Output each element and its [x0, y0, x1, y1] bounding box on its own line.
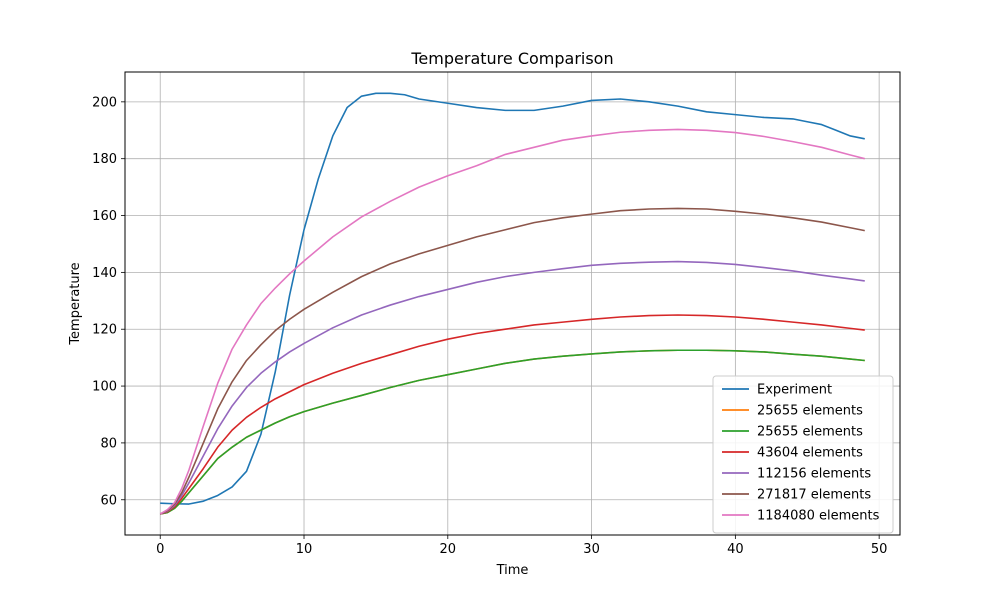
legend-label: 1184080 elements: [757, 509, 880, 524]
x-tick-label: 20: [440, 542, 457, 557]
y-tick-label: 200: [92, 95, 117, 110]
series-line-5: [159, 207, 865, 515]
legend-label: 25655 elements: [757, 425, 863, 440]
y-tick-label: 60: [100, 493, 117, 508]
x-tick-label: 40: [727, 542, 744, 557]
legend: Experiment 25655 elements 25655 elements 43…: [712, 375, 894, 534]
y-tick-label: 80: [100, 436, 117, 451]
grid-layer: [125, 72, 900, 535]
legend-label: Experiment: [757, 383, 832, 398]
y-tick-label: 100: [92, 380, 117, 395]
series-line-3: [159, 314, 865, 515]
x-tick-label: 50: [871, 542, 888, 557]
tick-layer: 0 10 20 30 40 50 60 80 100 120 140 160 180 200: [92, 95, 887, 557]
legend-label: 271817 elements: [757, 488, 871, 503]
x-tick-label: 30: [583, 542, 600, 557]
series-line-2: [160, 349, 865, 515]
y-tick-label: 140: [92, 266, 117, 281]
chart-title: Temperature Comparison: [410, 49, 613, 68]
x-axis-label: Time: [496, 563, 529, 578]
legend-label: 25655 elements: [757, 404, 863, 419]
legend-box: [712, 375, 894, 534]
y-axis-label: Temperature: [68, 262, 83, 345]
y-tick-label: 160: [92, 209, 117, 224]
series-line-6: [159, 128, 865, 515]
x-tick-label: 10: [296, 542, 313, 557]
plot-frame: [124, 71, 901, 536]
x-tick-label: 0: [156, 542, 164, 557]
y-tick-label: 120: [92, 323, 117, 338]
y-tick-label: 180: [92, 152, 117, 167]
series-layer: [159, 92, 865, 515]
legend-label: 112156 elements: [757, 467, 871, 482]
legend-label: 43604 elements: [757, 446, 863, 461]
series-line-0: [160, 92, 865, 505]
series-line-4: [159, 260, 865, 515]
